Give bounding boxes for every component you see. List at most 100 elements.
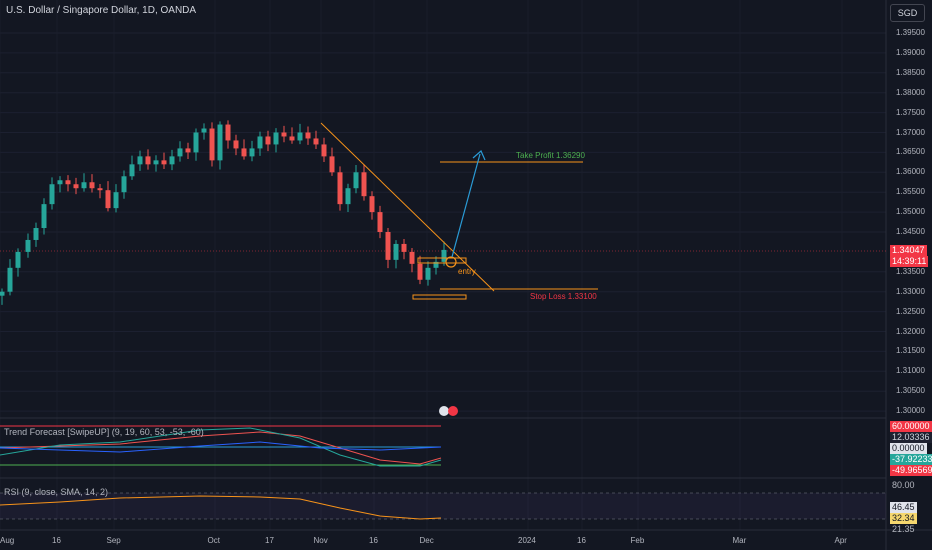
- countdown-badge: 14:39:11: [890, 256, 929, 267]
- time-tick-label: Sep: [106, 536, 121, 545]
- price-tick-label: 1.33500: [896, 266, 925, 276]
- down-candle: [185, 148, 191, 153]
- price-tick-label: 1.35000: [896, 207, 925, 217]
- up-candle: [113, 192, 119, 209]
- tf-main-line: [0, 427, 442, 467]
- trend-forecast-title[interactable]: Trend Forecast [SwipeUP] (9, 19, 60, 53,…: [4, 427, 204, 437]
- tf-value-current: 12.03336: [890, 432, 932, 443]
- time-tick-label: Apr: [834, 536, 847, 545]
- price-tick-label: 1.32000: [896, 326, 925, 336]
- rsi-value-3: 21.35: [892, 524, 915, 534]
- entry-label[interactable]: entry: [458, 267, 476, 276]
- time-tick-label: Aug: [0, 536, 15, 545]
- up-candle: [273, 132, 279, 145]
- entry-marker: [445, 256, 457, 268]
- symbol-title[interactable]: U.S. Dollar / Singapore Dollar, 1D, OAND…: [6, 5, 197, 16]
- down-candle: [417, 263, 423, 280]
- price-tick-label: 1.31500: [896, 346, 925, 356]
- down-candle: [233, 140, 239, 149]
- up-candle: [217, 124, 223, 161]
- currency-button[interactable]: SGD: [890, 4, 925, 22]
- down-candle: [313, 138, 319, 145]
- take-profit-label[interactable]: Take Profit 1.36290: [516, 151, 585, 160]
- up-candle: [129, 164, 135, 177]
- price-tick-label: 1.30500: [896, 386, 925, 396]
- downtrend-line: [320, 122, 495, 292]
- up-candle: [193, 132, 199, 153]
- up-candle: [249, 148, 255, 157]
- tf-value-min: -49.96569: [890, 465, 932, 476]
- price-tick-label: 1.34500: [896, 227, 925, 236]
- up-candle: [25, 239, 31, 252]
- down-candle: [65, 180, 71, 185]
- current-price-badge: 1.34047: [890, 245, 927, 256]
- down-candle: [377, 212, 383, 232]
- time-tick-label: Mar: [732, 536, 747, 545]
- price-tick-label: 1.36000: [896, 167, 925, 177]
- down-candle: [145, 156, 151, 165]
- indicators: [0, 425, 886, 520]
- down-candle: [329, 156, 335, 173]
- up-candle: [257, 136, 263, 149]
- rsi-title[interactable]: RSI (9, close, SMA, 14, 2): [4, 487, 109, 497]
- up-candle: [81, 182, 87, 189]
- time-tick-label: Nov: [313, 536, 328, 545]
- price-tick-label: 1.33000: [896, 286, 925, 296]
- stop-loss-label[interactable]: Stop Loss 1.33100: [530, 292, 597, 301]
- price-tick-label: 1.38500: [896, 67, 925, 77]
- entry-zone-box: [417, 257, 467, 264]
- time-tick-label: 2024: [518, 536, 536, 545]
- up-candle: [433, 261, 439, 268]
- price-tick-label: 1.36500: [896, 147, 925, 157]
- down-candle: [225, 124, 231, 141]
- up-candle: [7, 267, 13, 292]
- down-candle: [97, 188, 103, 191]
- up-candle: [15, 251, 21, 268]
- down-candle: [265, 136, 271, 145]
- rsi-value-1: 46.45: [890, 502, 917, 513]
- rsi-line: [0, 495, 442, 520]
- stop-zone-box: [412, 294, 467, 300]
- time-tick-label: 16: [52, 536, 61, 545]
- down-candle: [89, 182, 95, 189]
- price-tick-label: 1.39500: [896, 28, 925, 37]
- tf-value-lower: -37.92233: [890, 454, 932, 465]
- up-candle: [345, 188, 351, 205]
- time-tick-label: Dec: [419, 536, 434, 545]
- down-candle: [289, 136, 295, 141]
- price-tick-label: 1.32500: [896, 306, 925, 316]
- up-candle: [0, 291, 5, 296]
- up-candle: [57, 180, 63, 185]
- down-candle: [241, 148, 247, 157]
- down-candle: [385, 232, 391, 260]
- price-tick-label: 1.37000: [896, 127, 925, 137]
- tf-value-upper: 60.00000: [890, 421, 932, 432]
- down-candle: [337, 172, 343, 205]
- tf-baseline: [0, 441, 442, 453]
- time-tick-label: Feb: [630, 536, 645, 545]
- price-tick-label: 1.31000: [896, 366, 925, 376]
- up-candle: [41, 204, 47, 229]
- up-candle: [137, 156, 143, 165]
- lightning-icon: [439, 406, 449, 416]
- up-candle: [425, 267, 431, 280]
- down-candle: [209, 128, 215, 161]
- down-candle: [281, 132, 287, 137]
- down-candle: [305, 132, 311, 139]
- tf-value-zero: 0.00000: [890, 443, 927, 454]
- rsi-level-80: 80.00: [892, 480, 915, 490]
- down-candle: [409, 251, 415, 264]
- up-candle: [297, 132, 303, 141]
- up-candle: [353, 172, 359, 189]
- down-candle: [105, 190, 111, 209]
- price-tick-label: 1.38000: [896, 87, 925, 97]
- down-candle: [369, 196, 375, 213]
- down-candle: [73, 184, 79, 189]
- time-tick-label: 16: [577, 536, 586, 545]
- up-candle: [177, 148, 183, 157]
- candles: [0, 120, 447, 305]
- rsi-band: [0, 493, 886, 519]
